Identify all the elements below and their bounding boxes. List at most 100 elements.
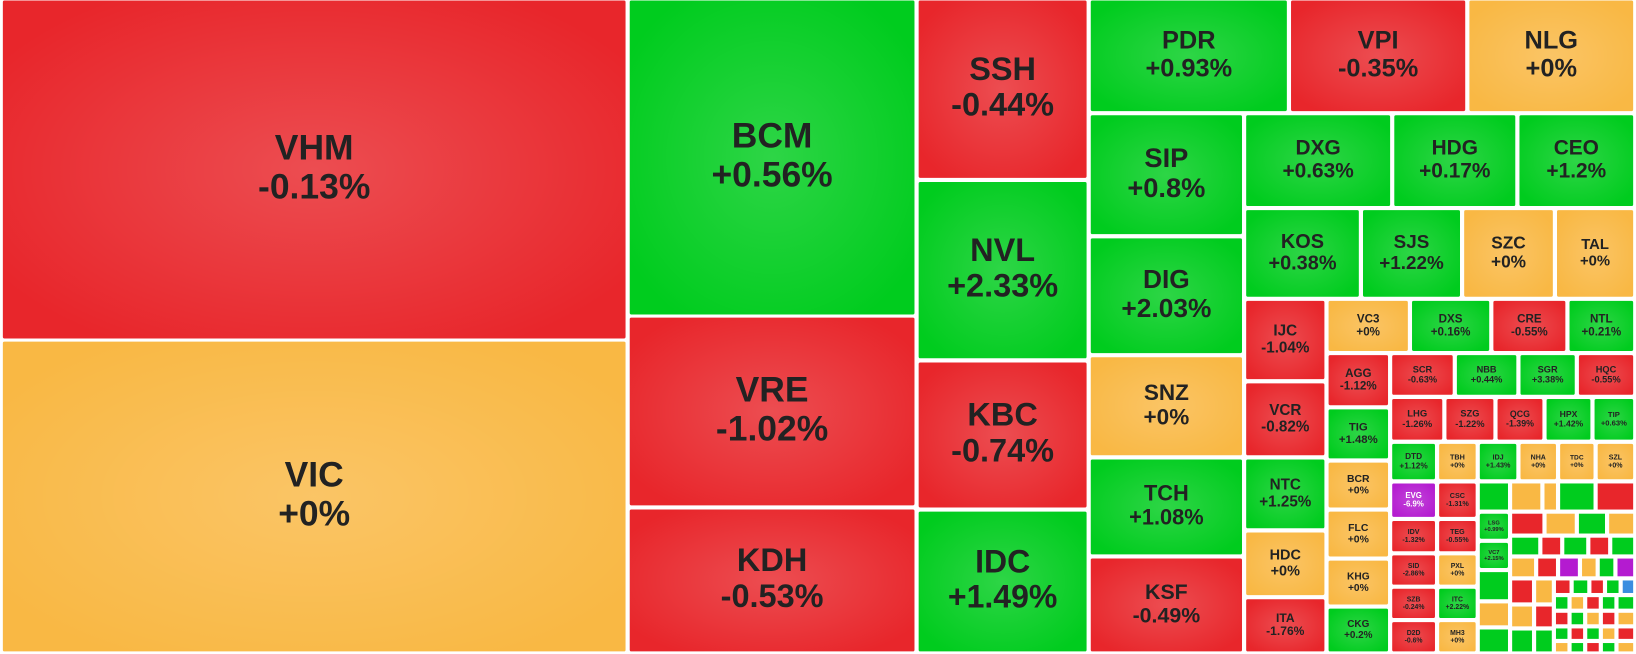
ticker: NLG	[1525, 27, 1579, 55]
tile: LHG-1.26%	[1391, 397, 1444, 441]
tile: PDR+0.93%	[1089, 0, 1288, 113]
ticker: TIG	[1349, 422, 1368, 434]
ticker: VIC	[285, 454, 344, 494]
tile	[1601, 611, 1616, 626]
ticker: QCG	[1510, 409, 1530, 419]
ticker: DXS	[1439, 313, 1463, 326]
ticker: AGG	[1345, 367, 1371, 380]
tile: VPI-0.35%	[1289, 0, 1467, 113]
ticker: DTD	[1405, 451, 1422, 461]
change: +1.2%	[1546, 160, 1606, 183]
tile	[1572, 579, 1589, 595]
change: +1.08%	[1129, 505, 1204, 530]
ticker: IDC	[975, 543, 1030, 579]
ticker: SID	[1408, 563, 1419, 570]
tile: DIG+2.03%	[1089, 237, 1244, 355]
ticker: PDR	[1162, 27, 1216, 55]
ticker: VC3	[1357, 313, 1380, 326]
ticker: KOS	[1281, 231, 1324, 253]
change: +0%	[1348, 583, 1369, 594]
ticker: NHA	[1531, 455, 1546, 462]
ticker: SNZ	[1144, 380, 1189, 405]
tile: KOS+0.38%	[1245, 209, 1360, 298]
ticker: TDC	[1570, 455, 1584, 462]
change: -0.24%	[1403, 604, 1425, 611]
change: +0.63%	[1282, 160, 1353, 183]
ticker: VHM	[275, 127, 354, 167]
tile: HPX+1.42%	[1545, 397, 1592, 441]
change: +0%	[1356, 325, 1380, 338]
tile: HDC+0%	[1245, 531, 1326, 597]
change: -2.86%	[1403, 571, 1425, 578]
tile	[1554, 642, 1569, 653]
tile	[1535, 579, 1553, 604]
ticker: IDJ	[1492, 452, 1503, 461]
tile	[1589, 536, 1610, 556]
tile: AGG-1.12%	[1327, 354, 1390, 407]
tile: SJS+1.22%	[1361, 209, 1462, 298]
tile	[1559, 482, 1595, 511]
change: +0.93%	[1145, 54, 1232, 82]
ticker: SZG	[1460, 409, 1479, 419]
tile	[1617, 611, 1635, 626]
tile	[1577, 512, 1607, 535]
tile: HQC-0.55%	[1577, 354, 1635, 396]
change: -0.44%	[951, 87, 1054, 123]
change: -1.22%	[1455, 419, 1484, 429]
ticker: SZL	[1609, 455, 1623, 462]
ticker: SCR	[1413, 364, 1433, 374]
tile	[1596, 482, 1635, 511]
tile: SID-2.86%	[1391, 554, 1437, 586]
change: +2.15%	[1484, 556, 1504, 562]
change: -0.63%	[1408, 375, 1437, 385]
change: +1.25%	[1259, 493, 1312, 510]
change: +0%	[1570, 462, 1584, 469]
tile: BCM+0.56%	[628, 0, 916, 316]
tile: TDC+0%	[1559, 442, 1595, 481]
tile: IJC-1.04%	[1245, 299, 1326, 381]
ticker: KDH	[737, 542, 807, 578]
tile	[1570, 642, 1585, 653]
change: +0%	[1144, 405, 1190, 430]
change: +0.16%	[1431, 325, 1471, 338]
change: +0.17%	[1419, 160, 1490, 183]
change: -0.55%	[1591, 375, 1620, 385]
change: -0.49%	[1133, 603, 1201, 627]
ticker: PXL	[1451, 563, 1464, 570]
tile: DXS+0.16%	[1410, 299, 1491, 353]
tile	[1554, 627, 1569, 640]
change: +0%	[1608, 462, 1623, 469]
tile: TCH+1.08%	[1089, 458, 1244, 556]
change: +0.21%	[1581, 325, 1621, 338]
tile: VIC+0%	[1, 340, 627, 653]
tile: TIP+0.63%	[1593, 397, 1635, 441]
ticker: DXG	[1296, 137, 1341, 160]
tile	[1606, 579, 1620, 595]
ticker: ITA	[1276, 611, 1295, 625]
tile: SNZ+0%	[1089, 356, 1244, 457]
change: -0.82%	[1261, 419, 1310, 436]
ticker: VPI	[1358, 27, 1399, 55]
tile	[1586, 642, 1600, 653]
change: +0%	[1271, 564, 1300, 580]
change: +0%	[1531, 462, 1546, 469]
change: +3.38%	[1532, 375, 1564, 385]
tile: TEG-0.55%	[1438, 519, 1477, 553]
ticker: SZB	[1407, 596, 1421, 603]
tile: SZC+0%	[1463, 209, 1554, 298]
change: +1.43%	[1486, 460, 1511, 469]
tile	[1617, 596, 1635, 610]
tile: NTL+0.21%	[1568, 299, 1635, 353]
ticker: D2D	[1407, 630, 1421, 637]
tile: KSF-0.49%	[1089, 557, 1244, 653]
change: +0%	[1450, 571, 1464, 578]
tile: LSG+0.99%	[1478, 512, 1510, 540]
tile: NTC+1.25%	[1245, 458, 1326, 530]
tile	[1511, 512, 1544, 535]
tile	[1511, 536, 1540, 556]
tile	[1559, 557, 1579, 578]
tile: SCR-0.63%	[1391, 354, 1454, 396]
ticker: TCH	[1144, 481, 1189, 506]
tile	[1590, 579, 1604, 595]
